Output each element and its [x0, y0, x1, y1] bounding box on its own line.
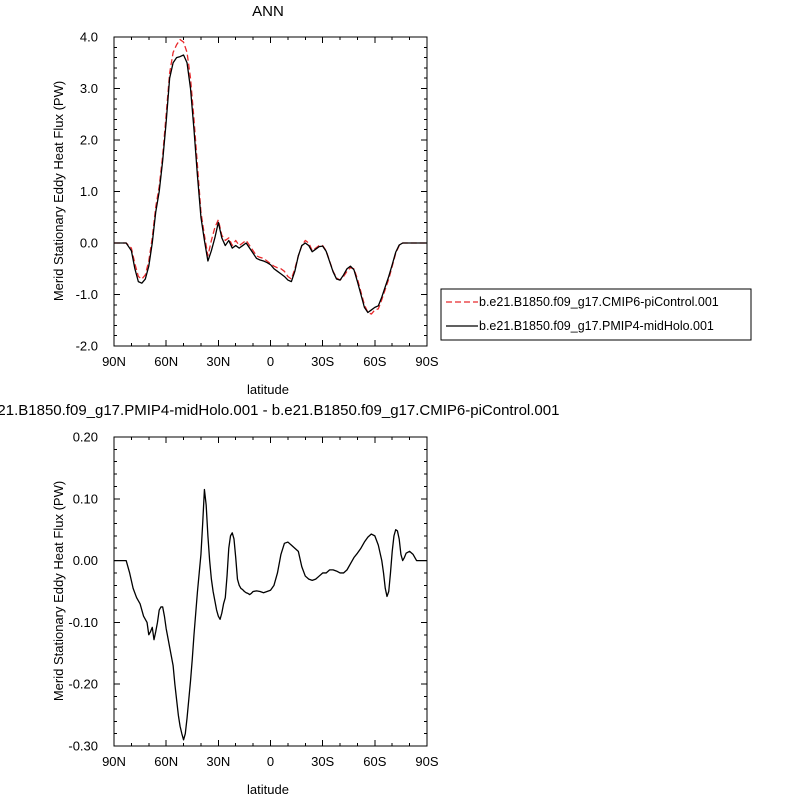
- top-plot-title: ANN: [252, 3, 284, 20]
- top-y-tick-label: 4.0: [80, 30, 98, 45]
- bottom-y-tick-label: -0.30: [68, 739, 98, 754]
- top-x-axis-title: latitude: [247, 382, 289, 397]
- bottom-y-tick-label: -0.10: [68, 615, 98, 630]
- top-x-tick-label: 30N: [206, 354, 230, 369]
- bottom-x-tick-label: 0: [267, 754, 274, 769]
- top-plot: ANN 90N 60N 30N 0 30S 60S 90S -2.0 -1.0 0.0 1.0 2.0…: [51, 3, 439, 397]
- bottom-plot-ticks: 90N 60N 30N 0 30S 60S 90S -0.30 -0.20 -0.10 0.00 0.…: [68, 430, 439, 770]
- legend-frame: [440, 288, 752, 341]
- bottom-plot: b.e21.B1850.f09_g17.PMIP4-midHolo.001 - …: [0, 402, 559, 797]
- legend-label-picontrol: b.e21.B1850.f09_g17.CMIP6-piControl.001: [479, 295, 719, 309]
- top-plot-series: [114, 38, 427, 315]
- bottom-x-tick-label: 30S: [311, 754, 334, 769]
- legend: b.e21.B1850.f09_g17.CMIP6-piControl.001 …: [440, 288, 752, 341]
- bottom-x-tick-label: 60N: [154, 754, 178, 769]
- legend-label-midholo: b.e21.B1850.f09_g17.PMIP4-midHolo.001: [479, 319, 714, 333]
- bottom-y-tick-label: -0.20: [68, 677, 98, 692]
- top-plot-ticks: 90N 60N 30N 0 30S 60S 90S -2.0 -1.0 0.0 1.0 2.0 3.0 4…: [76, 30, 439, 370]
- top-plot-frame: [113, 36, 428, 347]
- bottom-y-tick-label: 0.10: [73, 491, 98, 506]
- top-y-tick-label: 2.0: [80, 133, 98, 148]
- bottom-x-tick-label: 90S: [415, 754, 438, 769]
- bottom-x-tick-label: 60S: [363, 754, 386, 769]
- top-y-axis-title: Merid Stationary Eddy Heat Flux (PW): [51, 81, 66, 301]
- top-x-tick-label: 0: [267, 354, 274, 369]
- bottom-y-tick-label: 0.20: [73, 430, 98, 445]
- top-y-tick-label: -2.0: [76, 339, 98, 354]
- top-x-tick-label: 90S: [415, 354, 438, 369]
- bottom-series-line-0: [114, 488, 427, 741]
- top-series-line-1: [114, 54, 427, 314]
- bottom-plot-series: [114, 488, 427, 741]
- top-y-tick-label: -1.0: [76, 287, 98, 302]
- bottom-x-axis-title: latitude: [247, 782, 289, 797]
- top-x-tick-label: 30S: [311, 354, 334, 369]
- bottom-x-tick-label: 90N: [102, 754, 126, 769]
- top-series-line-0: [114, 38, 427, 315]
- bottom-x-tick-label: 30N: [206, 754, 230, 769]
- top-y-tick-label: 1.0: [80, 184, 98, 199]
- top-x-tick-label: 60S: [363, 354, 386, 369]
- top-x-tick-label: 60N: [154, 354, 178, 369]
- bottom-y-axis-title: Merid Stationary Eddy Heat Flux (PW): [51, 481, 66, 701]
- top-x-tick-label: 90N: [102, 354, 126, 369]
- bottom-plot-title: b.e21.B1850.f09_g17.PMIP4-midHolo.001 - …: [0, 402, 559, 419]
- bottom-y-tick-label: 0.00: [73, 553, 98, 568]
- top-y-tick-label: 3.0: [80, 81, 98, 96]
- top-y-tick-label: 0.0: [80, 236, 98, 251]
- bottom-plot-frame: [113, 436, 428, 747]
